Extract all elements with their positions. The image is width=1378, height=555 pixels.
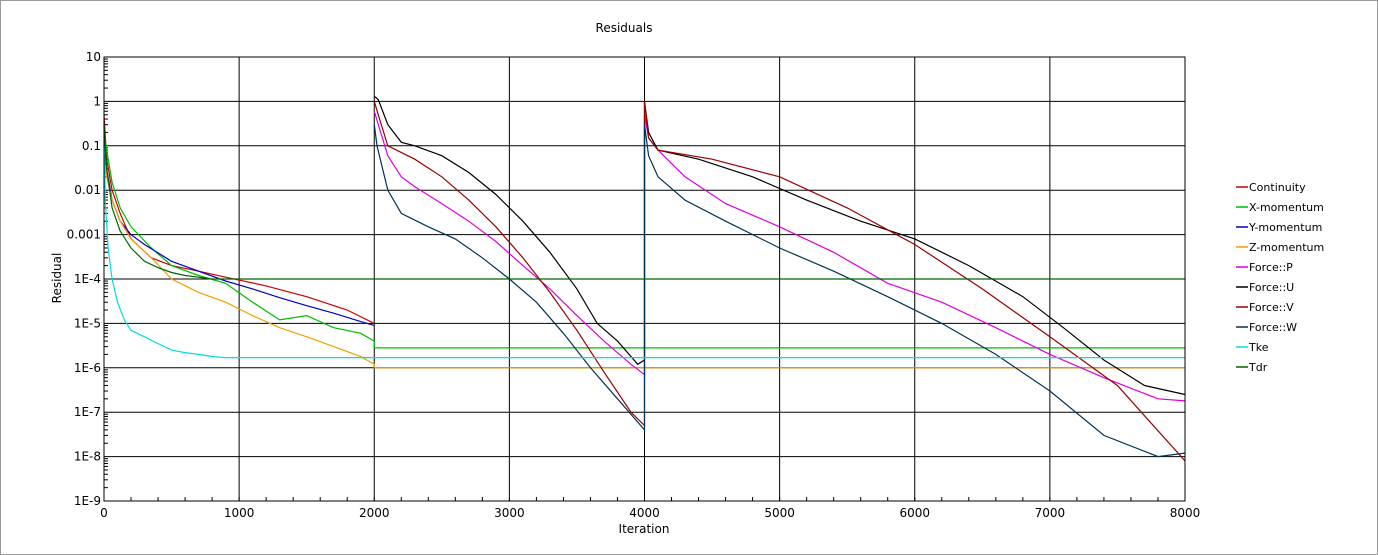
- y-axis-label: Residual: [50, 253, 64, 304]
- legend-label-9: Tdr: [1248, 361, 1268, 374]
- legend-label-5: Force::U: [1249, 281, 1294, 294]
- legend-label-4: Force::P: [1249, 261, 1293, 274]
- y-tick-label: 1E-5: [74, 316, 101, 330]
- y-tick-label: 1: [93, 94, 101, 108]
- y-tick-label: 0.01: [74, 183, 101, 197]
- x-tick-label: 2000: [359, 506, 390, 520]
- x-tick-label: 7000: [1035, 506, 1066, 520]
- y-tick-label: 1E-9: [74, 494, 101, 508]
- series-line-7: [373, 124, 1186, 458]
- x-axis-label: Iteration: [619, 522, 670, 536]
- legend-label-0: Continuity: [1249, 181, 1306, 194]
- series-line-1: [103, 132, 1185, 349]
- chart-title: Residuals: [596, 21, 653, 35]
- x-tick-label: 3000: [494, 506, 525, 520]
- x-axis-ticks: 0 1000 2000 3000 4000 5000 6000 7000 8000: [100, 506, 1200, 520]
- y-tick-label: 1E-7: [74, 405, 101, 419]
- series-line-9: [103, 124, 1185, 280]
- y-tick-label: 0.1: [82, 139, 101, 153]
- y-tick-label: 0.001: [67, 228, 101, 242]
- x-tick-label: 0: [100, 506, 108, 520]
- series-line-3: [103, 159, 1185, 369]
- series-layer: [103, 95, 1186, 462]
- legend: Continuity X-momentum Y-momentum Z-momentum…: [1236, 181, 1324, 374]
- x-tick-label: 6000: [899, 506, 930, 520]
- legend-label-1: X-momentum: [1249, 201, 1324, 214]
- y-tick-label: 1E-6: [74, 361, 101, 375]
- y-tick-label: 1E-8: [74, 450, 101, 464]
- plot-area: [103, 56, 1186, 502]
- legend-label-3: Z-momentum: [1249, 241, 1324, 254]
- y-tick-label: 10: [86, 50, 101, 64]
- series-line-6: [373, 101, 1186, 462]
- x-tick-label: 5000: [764, 506, 795, 520]
- legend-label-8: Tke: [1248, 341, 1269, 354]
- series-line-8: [103, 124, 1185, 359]
- legend-label-6: Force::V: [1249, 301, 1294, 314]
- legend-label-7: Force::W: [1249, 321, 1297, 334]
- y-tick-label: 1E-4: [74, 272, 101, 286]
- x-tick-label: 1000: [224, 506, 255, 520]
- y-axis-ticks: 1E-9 1E-8 1E-7 1E-6 1E-5 1E-4 0.001 0.01 0.1 1 10: [67, 50, 101, 508]
- x-tick-label: 8000: [1170, 506, 1201, 520]
- x-tick-label: 4000: [629, 506, 660, 520]
- legend-label-2: Y-momentum: [1248, 221, 1322, 234]
